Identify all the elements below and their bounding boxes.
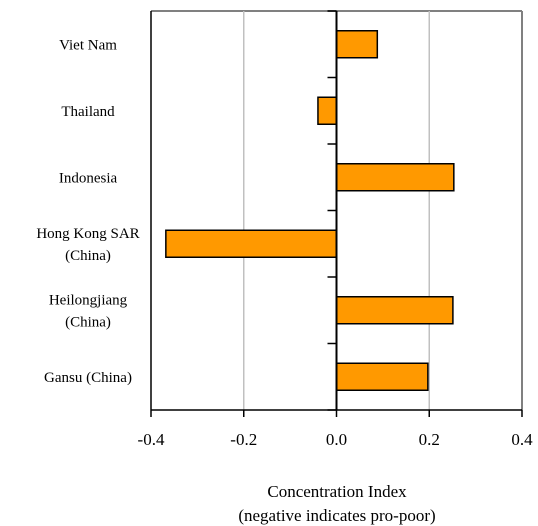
bar — [317, 96, 338, 125]
bar — [335, 30, 379, 59]
category-label: (China) — [65, 314, 111, 330]
x-tick-label: -0.4 — [138, 430, 165, 449]
category-label: Hong Kong SAR — [36, 226, 139, 242]
x-tick-label: 0.4 — [511, 430, 533, 449]
bars — [165, 30, 455, 391]
x-tick-label: 0.0 — [326, 430, 347, 449]
category-label: Heilongjiang — [49, 292, 128, 308]
bar — [335, 362, 429, 391]
bar — [335, 163, 455, 192]
bar — [165, 229, 338, 258]
x-axis-title-line-2: (negative indicates pro-poor) — [238, 506, 435, 525]
x-tick-labels: -0.4 -0.2 0.0 0.2 0.4 — [138, 430, 534, 449]
category-label: Indonesia — [59, 170, 118, 186]
category-label: Gansu (China) — [44, 370, 132, 386]
x-tick-label: 0.2 — [419, 430, 440, 449]
category-label: (China) — [65, 248, 111, 264]
x-tick-label: -0.2 — [230, 430, 257, 449]
category-label: Viet Nam — [59, 37, 117, 53]
x-axis — [150, 10, 523, 417]
bar — [335, 296, 454, 325]
category-label: Thailand — [61, 104, 115, 120]
x-axis-title-line-1: Concentration Index — [267, 482, 407, 501]
category-labels: Viet Nam Thailand Indonesia Hong Kong SAR (C… — [36, 37, 139, 386]
